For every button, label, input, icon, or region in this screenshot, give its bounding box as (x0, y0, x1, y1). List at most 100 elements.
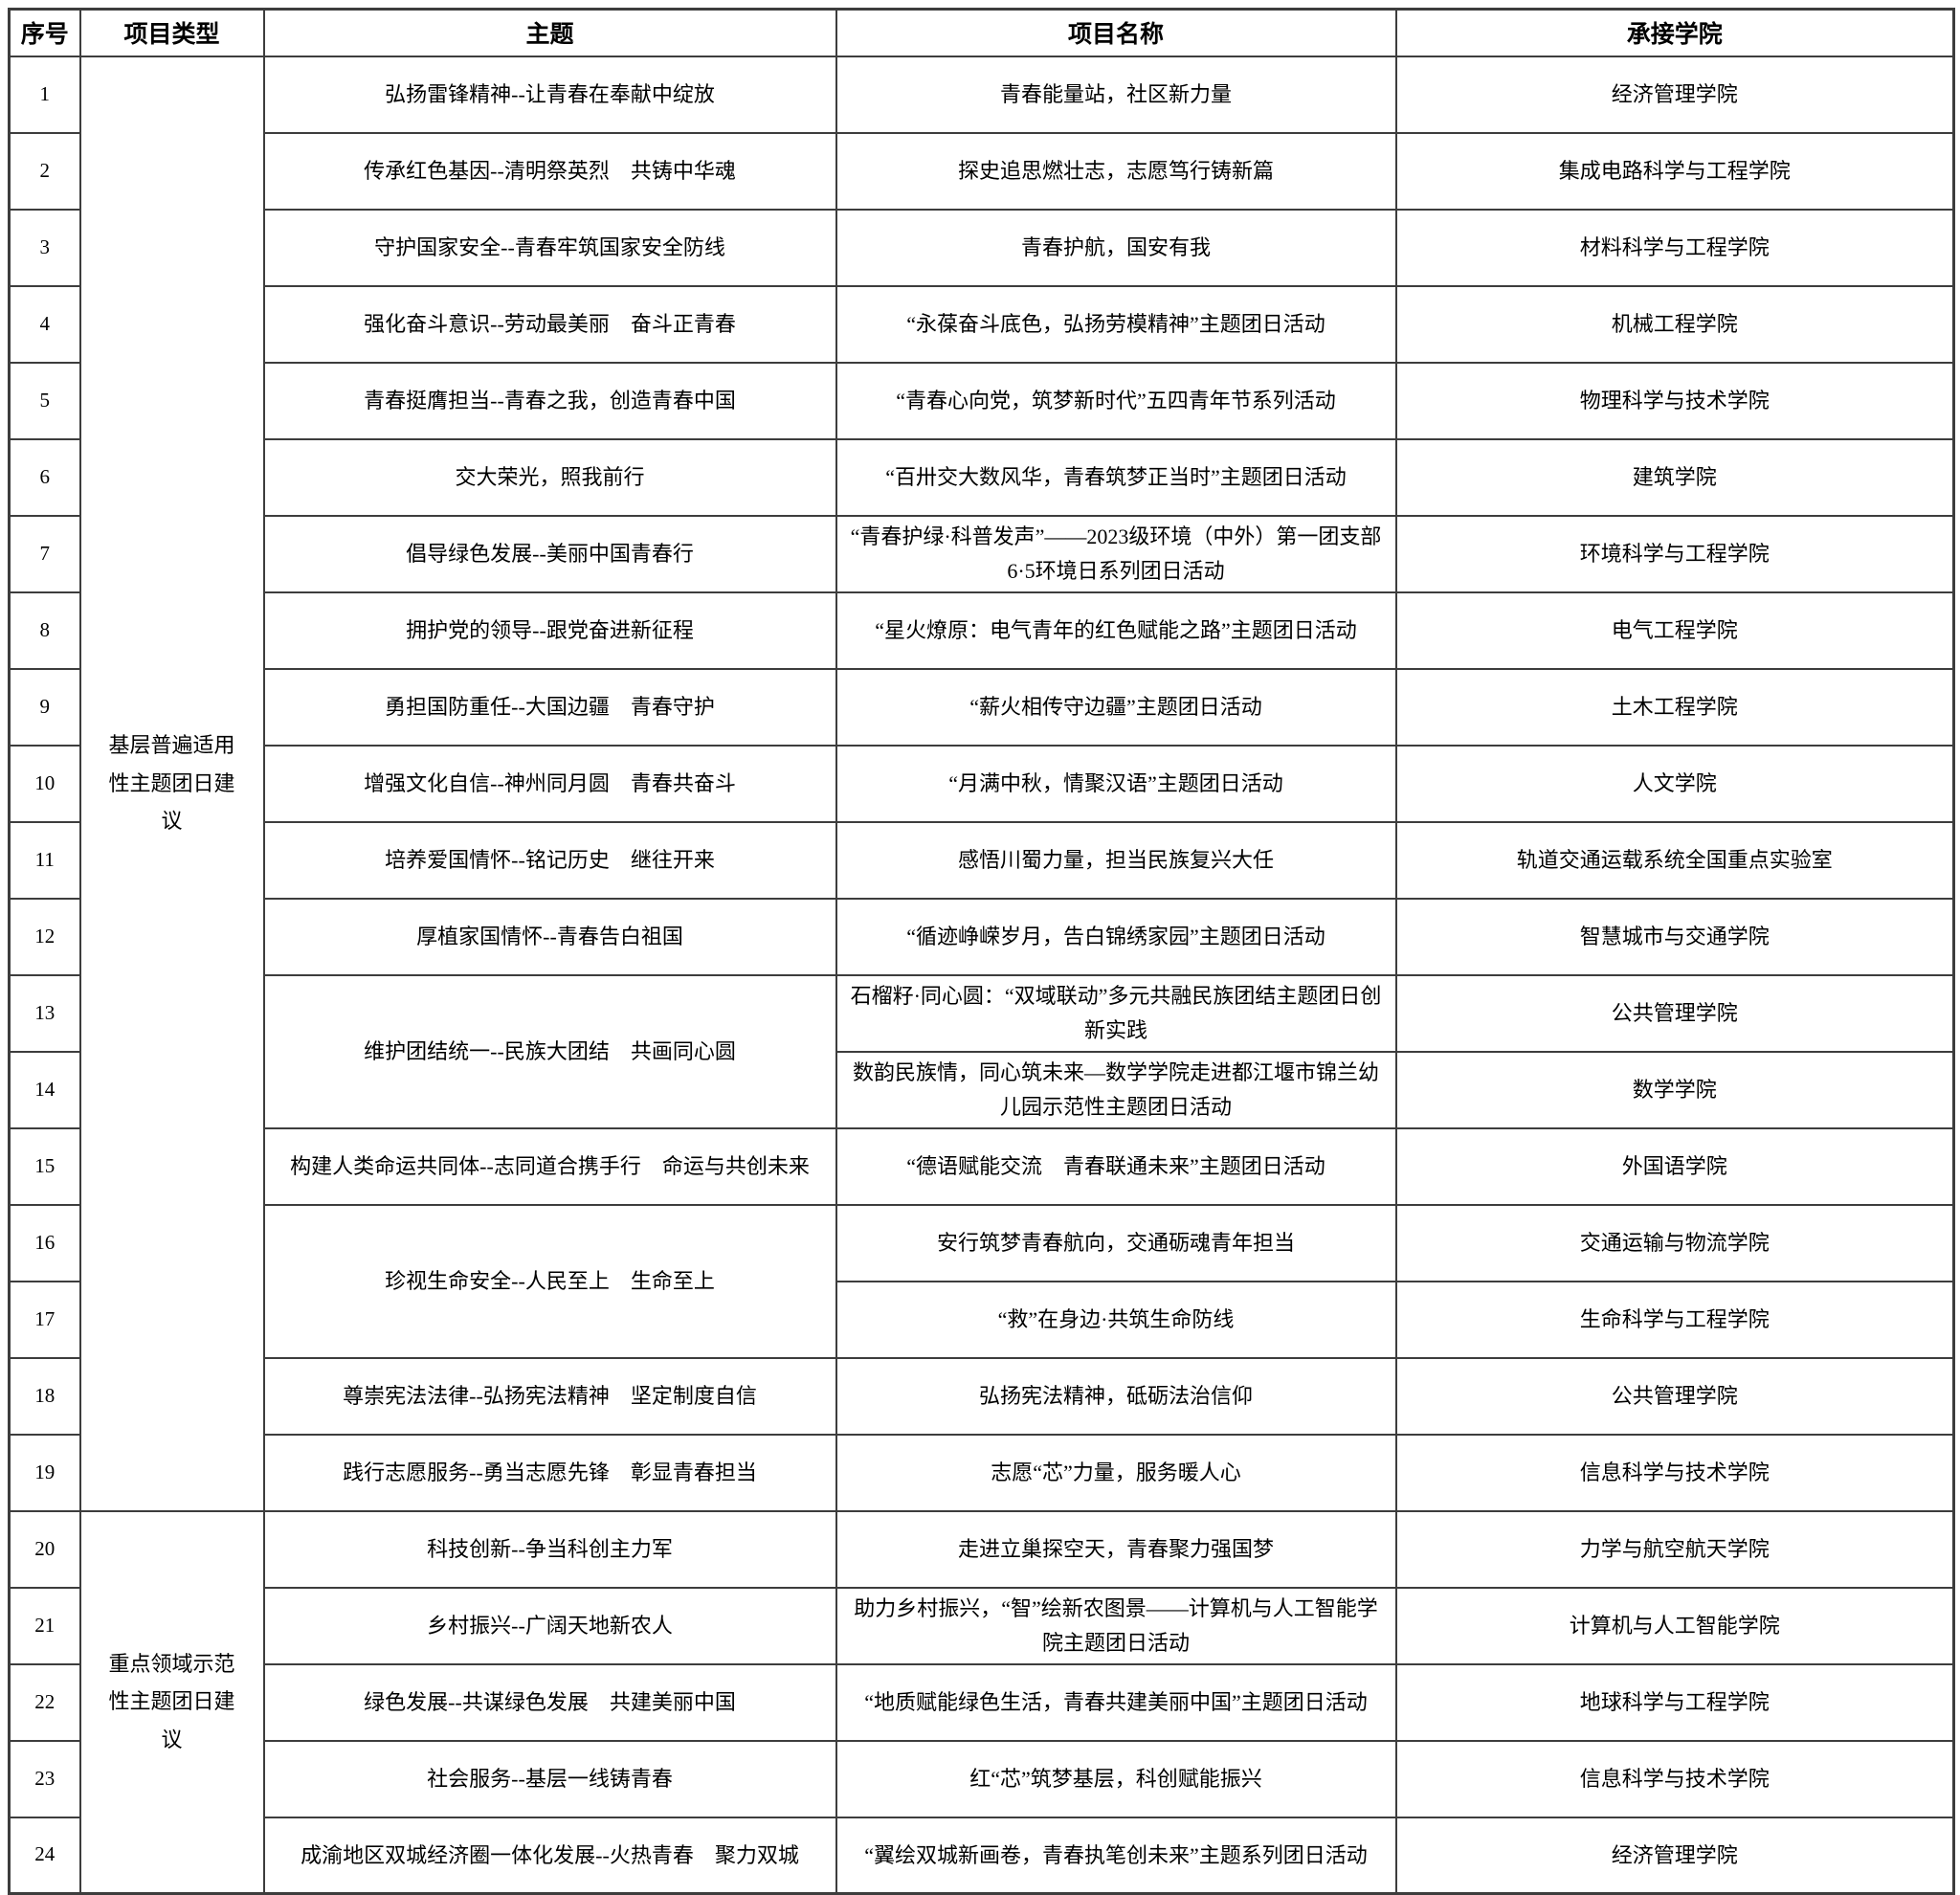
theme-cell: 社会服务--基层一线铸青春 (262, 1739, 837, 1818)
college-cell: 集成电路科学与工程学院 (1394, 131, 1955, 211)
college-cell: 生命科学与工程学院 (1394, 1280, 1955, 1359)
college-cell: 建筑学院 (1394, 437, 1955, 517)
college-cell: 电气工程学院 (1394, 591, 1955, 670)
project-name-cell: 数韵民族情，同心筑未来—数学学院走进都江堰市锦兰幼儿园示范性主题团日活动 (835, 1050, 1397, 1129)
project-name-cell: “月满中秋，情聚汉语”主题团日活动 (835, 744, 1397, 823)
project-name-cell: 走进立巢探空天，青春聚力强国梦 (835, 1509, 1397, 1589)
theme-cell: 倡导绿色发展--美丽中国青春行 (262, 514, 837, 593)
table-row-5: 5 青春挺膺担当--青春之我，创造青春中国 “青春心向党，筑梦新时代”五四青年节系列… (8, 361, 1955, 440)
serial-cell: 1 (8, 55, 81, 134)
column-header-3: 项目名称 (835, 8, 1397, 57)
serial-cell: 18 (8, 1356, 81, 1436)
project-type-label: 基层普遍适用性主题团日建议 (108, 733, 235, 834)
column-header-2: 主题 (262, 8, 837, 57)
project-type-cell: 基层普遍适用性主题团日建议 (78, 55, 265, 1512)
theme-cell: 弘扬雷锋精神--让青春在奉献中绽放 (262, 55, 837, 134)
serial-cell: 20 (8, 1509, 81, 1589)
table-row-20: 20 重点领域示范性主题团日建议 科技创新--争当科创主力军 走进立巢探空天，青春聚力… (8, 1509, 1955, 1895)
college-cell: 经济管理学院 (1394, 55, 1955, 134)
college-cell: 机械工程学院 (1394, 284, 1955, 364)
table-row-21: 21 乡村振兴--广阔天地新农人 助力乡村振兴，“智”绘新农图景——计算机与人工智能… (8, 1586, 1955, 1665)
serial-cell: 16 (8, 1203, 81, 1282)
theme-cell: 守护国家安全--青春牢筑国家安全防线 (262, 208, 837, 287)
project-name-cell: “循迹峥嵘岁月，告白锦绣家园”主题团日活动 (835, 897, 1397, 976)
project-name-cell: “德语赋能交流 青春联通未来”主题团日活动 (835, 1126, 1397, 1206)
column-header-4: 承接学院 (1394, 8, 1955, 57)
college-cell: 信息科学与技术学院 (1394, 1739, 1955, 1818)
college-cell: 外国语学院 (1394, 1126, 1955, 1206)
serial-cell: 17 (8, 1280, 81, 1359)
project-name-cell: 感悟川蜀力量，担当民族复兴大任 (835, 820, 1397, 900)
project-name-cell: “薪火相传守边疆”主题团日活动 (835, 667, 1397, 747)
project-name-cell: 石榴籽·同心圆：“双域联动”多元共融民族团结主题团日创新实践 (835, 973, 1397, 1053)
theme-cell: 勇担国防重任--大国边疆 青春守护 (262, 667, 837, 747)
table-row-15: 15 构建人类命运共同体--志同道合携手行 命运与共创未来 “德语赋能交流 青春联通… (8, 1126, 1955, 1206)
project-name-cell: “星火燎原：电气青年的红色赋能之路”主题团日活动 (835, 591, 1397, 670)
table-row-12: 12 厚植家国情怀--青春告白祖国 “循迹峥嵘岁月，告白锦绣家园”主题团日活动 智慧城… (8, 897, 1955, 976)
theme-cell: 拥护党的领导--跟党奋进新征程 (262, 591, 837, 670)
table-row-11: 11 培养爱国情怀--铭记历史 继往开来 感悟川蜀力量，担当民族复兴大任 轨道交通运载… (8, 820, 1955, 900)
serial-cell: 23 (8, 1739, 81, 1818)
project-name-cell: 安行筑梦青春航向，交通砺魂青年担当 (835, 1203, 1397, 1282)
project-table: 序号 项目类型 主题 项目名称 承接学院 1 基层普遍适用性主题团日建议 弘扬雷锋精神--让… (8, 8, 1955, 1895)
theme-cell: 珍视生命安全--人民至上 生命至上 (262, 1203, 837, 1359)
theme-cell: 践行志愿服务--勇当志愿先锋 彰显青春担当 (262, 1433, 837, 1512)
table-row-18: 18 尊崇宪法法律--弘扬宪法精神 坚定制度自信 弘扬宪法精神，砥砺法治信仰 公共管理… (8, 1356, 1955, 1436)
theme-cell: 青春挺膺担当--青春之我，创造青春中国 (262, 361, 837, 440)
college-cell: 信息科学与技术学院 (1394, 1433, 1955, 1512)
serial-cell: 4 (8, 284, 81, 364)
college-cell: 公共管理学院 (1394, 1356, 1955, 1436)
table-row-1: 1 基层普遍适用性主题团日建议 弘扬雷锋精神--让青春在奉献中绽放 青春能量站，社区新… (8, 55, 1955, 1512)
project-name-cell: “青春心向党，筑梦新时代”五四青年节系列活动 (835, 361, 1397, 440)
table-row-2: 2 传承红色基因--清明祭英烈 共铸中华魂 探史追思燃壮志，志愿笃行铸新篇 集成电路科… (8, 131, 1955, 211)
theme-cell: 成渝地区双城经济圈一体化发展--火热青春 聚力双城 (262, 1816, 837, 1895)
table-row-13: 13 维护团结统一--民族大团结 共画同心圆 石榴籽·同心圆：“双域联动”多元共融民… (8, 973, 1955, 1129)
project-name-cell: 志愿“芯”力量，服务暖人心 (835, 1433, 1397, 1512)
serial-cell: 24 (8, 1816, 81, 1895)
serial-cell: 5 (8, 361, 81, 440)
serial-cell: 14 (8, 1050, 81, 1129)
serial-cell: 11 (8, 820, 81, 900)
theme-cell: 增强文化自信--神州同月圆 青春共奋斗 (262, 744, 837, 823)
college-cell: 智慧城市与交通学院 (1394, 897, 1955, 976)
serial-cell: 2 (8, 131, 81, 211)
project-name-cell: “百卅交大数风华，青春筑梦正当时”主题团日活动 (835, 437, 1397, 517)
project-name-cell: 红“芯”筑梦基层，科创赋能振兴 (835, 1739, 1397, 1818)
project-name-cell: “青春护绿·科普发声”——2023级环境（中外）第一团支部6·5环境日系列团日活… (835, 514, 1397, 593)
table-row-19: 19 践行志愿服务--勇当志愿先锋 彰显青春担当 志愿“芯”力量，服务暖人心 信息科学… (8, 1433, 1955, 1512)
college-cell: 轨道交通运载系统全国重点实验室 (1394, 820, 1955, 900)
serial-cell: 9 (8, 667, 81, 747)
college-cell: 计算机与人工智能学院 (1394, 1586, 1955, 1665)
column-header-0: 序号 (8, 8, 81, 57)
project-type-cell: 重点领域示范性主题团日建议 (78, 1509, 265, 1895)
serial-cell: 21 (8, 1586, 81, 1665)
college-cell: 力学与航空航天学院 (1394, 1509, 1955, 1589)
theme-cell: 科技创新--争当科创主力军 (262, 1509, 837, 1589)
header-row: 序号 项目类型 主题 项目名称 承接学院 (8, 8, 1955, 57)
serial-cell: 12 (8, 897, 81, 976)
serial-cell: 6 (8, 437, 81, 517)
project-name-cell: “救”在身边·共筑生命防线 (835, 1280, 1397, 1359)
project-name-cell: “翼绘双城新画卷，青春执笔创未来”主题系列团日活动 (835, 1816, 1397, 1895)
serial-cell: 13 (8, 973, 81, 1053)
project-name-cell: “地质赋能绿色生活，青春共建美丽中国”主题团日活动 (835, 1662, 1397, 1742)
serial-cell: 7 (8, 514, 81, 593)
table-row-9: 9 勇担国防重任--大国边疆 青春守护 “薪火相传守边疆”主题团日活动 土木工程学院 (8, 667, 1955, 747)
table-row-4: 4 强化奋斗意识--劳动最美丽 奋斗正青春 “永葆奋斗底色，弘扬劳模精神”主题团日活… (8, 284, 1955, 364)
table-row-3: 3 守护国家安全--青春牢筑国家安全防线 青春护航，国安有我 材料科学与工程学院 (8, 208, 1955, 287)
college-cell: 环境科学与工程学院 (1394, 514, 1955, 593)
theme-cell: 培养爱国情怀--铭记历史 继往开来 (262, 820, 837, 900)
theme-cell: 传承红色基因--清明祭英烈 共铸中华魂 (262, 131, 837, 211)
theme-cell: 交大荣光，照我前行 (262, 437, 837, 517)
college-cell: 交通运输与物流学院 (1394, 1203, 1955, 1282)
college-cell: 土木工程学院 (1394, 667, 1955, 747)
theme-cell: 绿色发展--共谋绿色发展 共建美丽中国 (262, 1662, 837, 1742)
table-row-22: 22 绿色发展--共谋绿色发展 共建美丽中国 “地质赋能绿色生活，青春共建美丽中国”… (8, 1662, 1955, 1742)
theme-cell: 尊崇宪法法律--弘扬宪法精神 坚定制度自信 (262, 1356, 837, 1436)
table-row-23: 23 社会服务--基层一线铸青春 红“芯”筑梦基层，科创赋能振兴 信息科学与技术学院 (8, 1739, 1955, 1818)
table-body: 1 基层普遍适用性主题团日建议 弘扬雷锋精神--让青春在奉献中绽放 青春能量站，社区新… (8, 55, 1955, 1895)
theme-cell: 构建人类命运共同体--志同道合携手行 命运与共创未来 (262, 1126, 837, 1206)
theme-cell: 乡村振兴--广阔天地新农人 (262, 1586, 837, 1665)
column-header-1: 项目类型 (78, 8, 265, 57)
